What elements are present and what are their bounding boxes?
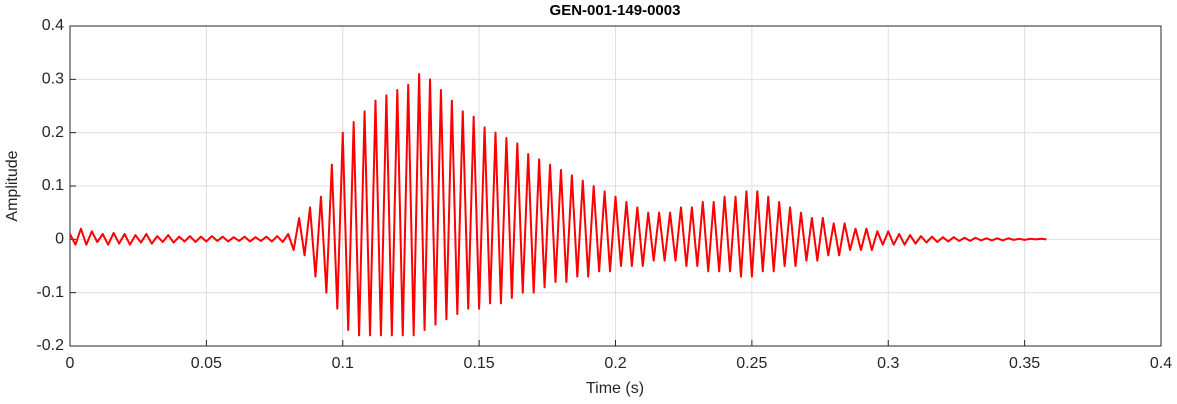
x-axis-label: Time (s) bbox=[586, 380, 644, 397]
x-tick-label: 0.4 bbox=[1150, 355, 1172, 372]
y-tick-label: 0.3 bbox=[42, 71, 64, 88]
y-tick-label: -0.2 bbox=[36, 337, 64, 354]
x-tick-label: 0.15 bbox=[464, 355, 495, 372]
x-tick-label: 0.35 bbox=[1009, 355, 1040, 372]
chart-title: GEN-001-149-0003 bbox=[550, 2, 681, 19]
x-tick-label: 0.25 bbox=[736, 355, 767, 372]
x-tick-label: 0 bbox=[66, 355, 75, 372]
plot-frame bbox=[69, 25, 1162, 347]
x-tick-label: 0.2 bbox=[604, 355, 626, 372]
y-axis-label: Amplitude bbox=[4, 150, 21, 221]
x-tick-label: 0.05 bbox=[191, 355, 222, 372]
y-tick-label: 0.4 bbox=[42, 17, 64, 34]
y-tick-label: 0 bbox=[55, 231, 64, 248]
x-tick-label: 0.3 bbox=[877, 355, 899, 372]
y-tick-label: -0.1 bbox=[36, 284, 64, 301]
y-tick-label: 0.2 bbox=[42, 124, 64, 141]
y-tick-label: 0.1 bbox=[42, 177, 64, 194]
waveform-line bbox=[69, 73, 1047, 337]
x-tick-label: 0.1 bbox=[332, 355, 354, 372]
